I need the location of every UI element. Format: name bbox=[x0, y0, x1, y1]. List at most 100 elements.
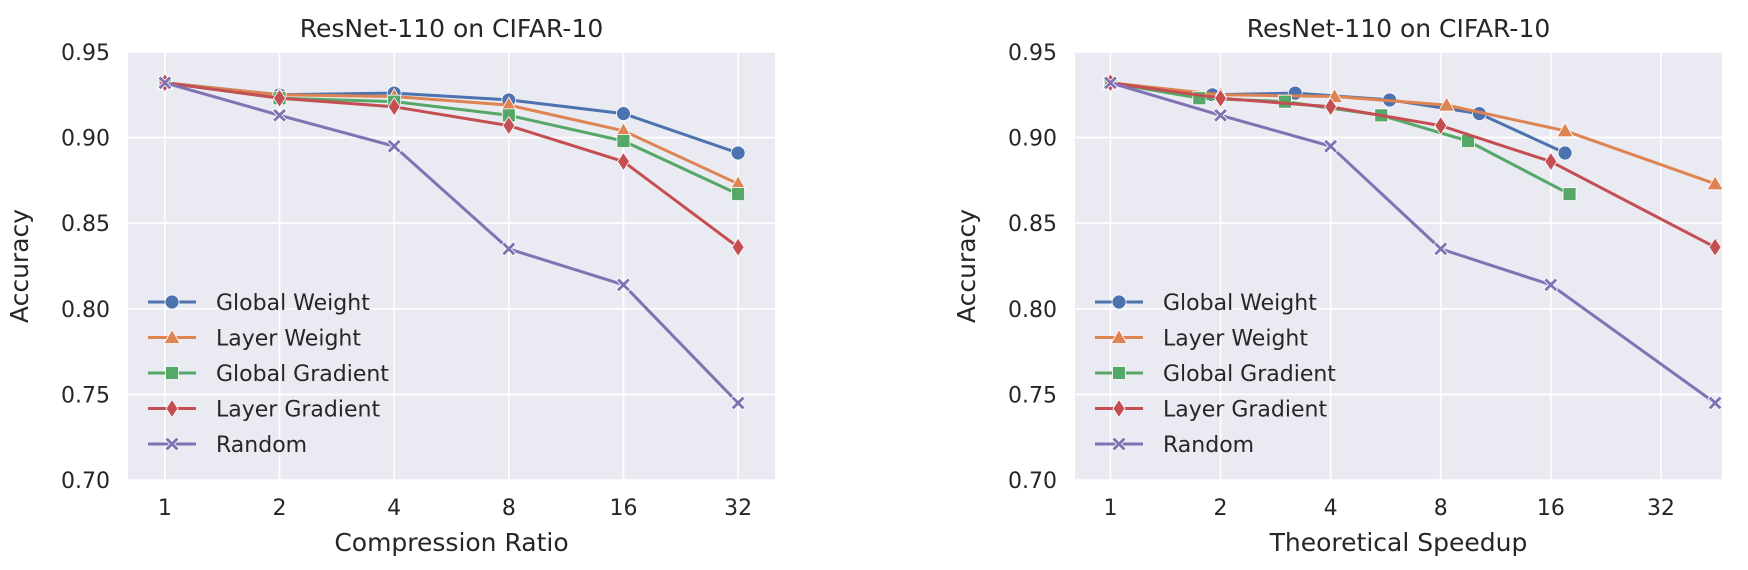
y-tick-label: 0.95 bbox=[61, 41, 110, 66]
legend-item: Global Weight bbox=[148, 291, 370, 316]
legend-item: Global Gradient bbox=[148, 362, 389, 387]
legend-label: Global Gradient bbox=[216, 362, 389, 387]
data-point bbox=[731, 237, 745, 257]
legend-item: Random bbox=[148, 433, 307, 458]
y-tick-label: 0.80 bbox=[1008, 298, 1057, 323]
chart-title: ResNet-110 on CIFAR-10 bbox=[1247, 14, 1551, 43]
chart-panel-2: 0.70 0.75 0.80 0.85 0.90 0.95 1 2 4 8 16 32 ResNet-1… bbox=[952, 14, 1724, 557]
data-point bbox=[157, 75, 173, 91]
legend-marker bbox=[164, 294, 180, 310]
data-point bbox=[1437, 96, 1456, 112]
series-random bbox=[1102, 75, 1723, 411]
series-line bbox=[1110, 81, 1716, 249]
legend-label: Layer Gradient bbox=[1163, 398, 1327, 423]
legend-label: Random bbox=[216, 433, 307, 458]
data-point bbox=[616, 134, 631, 148]
data-point bbox=[271, 107, 288, 123]
y-tick-label: 0.70 bbox=[1008, 469, 1057, 494]
data-point bbox=[1544, 151, 1558, 172]
data-point bbox=[616, 151, 630, 172]
legend-marker bbox=[1112, 366, 1126, 380]
data-point bbox=[1562, 187, 1577, 201]
data-point bbox=[1557, 145, 1573, 161]
data-point bbox=[1708, 237, 1722, 257]
y-tick-label: 0.85 bbox=[61, 212, 110, 237]
legend-item: Layer Weight bbox=[148, 327, 361, 352]
x-tick-label: 32 bbox=[1647, 496, 1675, 521]
x-tick-label: 8 bbox=[1434, 496, 1448, 521]
legend-item: Layer Weight bbox=[1095, 327, 1308, 352]
x-tick-label: 32 bbox=[724, 496, 752, 521]
plot-area bbox=[128, 52, 775, 480]
y-tick-label: 0.90 bbox=[61, 127, 110, 152]
y-tick-label: 0.95 bbox=[1008, 41, 1057, 66]
series-line bbox=[164, 81, 740, 405]
legend-marker bbox=[163, 328, 181, 344]
data-point bbox=[273, 88, 287, 108]
x-tick-label: 16 bbox=[609, 496, 637, 521]
plot-area bbox=[1075, 52, 1722, 480]
data-point bbox=[1324, 97, 1338, 117]
y-tick-label: 0.75 bbox=[61, 383, 110, 408]
legend: Global Weight Layer Weight Global Gradient… bbox=[1095, 291, 1336, 458]
x-tick-label: 1 bbox=[1103, 496, 1117, 521]
data-point bbox=[615, 277, 632, 293]
data-point bbox=[387, 97, 401, 117]
x-tick-label: 1 bbox=[158, 496, 172, 521]
y-tick-label: 0.90 bbox=[1008, 127, 1057, 152]
legend-item: Layer Gradient bbox=[1095, 398, 1327, 423]
series-line bbox=[164, 81, 739, 186]
legend-label: Layer Gradient bbox=[216, 398, 380, 423]
data-point bbox=[1212, 107, 1229, 123]
x-axis-label: Theoretical Speedup bbox=[1269, 528, 1528, 557]
legend-item: Global Gradient bbox=[1095, 362, 1336, 387]
legend-item: Random bbox=[1095, 433, 1254, 458]
y-tick-label: 0.80 bbox=[61, 298, 110, 323]
legend-label: Global Weight bbox=[1163, 291, 1317, 316]
chart-panel-1: 0.70 0.75 0.80 0.85 0.90 0.95 1 2 4 8 16 32 ResNet-1… bbox=[5, 14, 775, 557]
data-point bbox=[731, 187, 745, 201]
x-tick-label: 4 bbox=[387, 496, 401, 521]
data-point bbox=[1543, 277, 1559, 293]
series-layer-gradient bbox=[1103, 73, 1722, 257]
data-point bbox=[730, 395, 746, 411]
data-point bbox=[1707, 395, 1723, 411]
data-point bbox=[502, 115, 516, 136]
legend-marker bbox=[1111, 436, 1127, 452]
legend-marker bbox=[1110, 328, 1128, 344]
legend-marker bbox=[165, 366, 179, 380]
data-point bbox=[501, 241, 517, 257]
y-axis-label: Accuracy bbox=[952, 209, 981, 323]
y-tick-label: 0.70 bbox=[61, 469, 110, 494]
data-point bbox=[1556, 121, 1574, 138]
legend-label: Random bbox=[1163, 433, 1254, 458]
x-tick-label: 8 bbox=[502, 496, 516, 521]
data-point bbox=[1102, 75, 1119, 91]
legend-label: Global Weight bbox=[216, 291, 370, 316]
y-tick-label: 0.75 bbox=[1008, 383, 1057, 408]
data-point bbox=[1323, 138, 1339, 154]
y-tick-label: 0.85 bbox=[1008, 212, 1057, 237]
series-line bbox=[1109, 81, 1716, 405]
x-axis-label: Compression Ratio bbox=[334, 528, 568, 557]
data-point bbox=[1433, 241, 1449, 257]
legend-item: Layer Gradient bbox=[148, 398, 380, 423]
legend-marker bbox=[1112, 398, 1126, 419]
x-tick-label: 2 bbox=[1214, 496, 1228, 521]
legend-marker bbox=[1111, 294, 1127, 310]
x-tick-label: 4 bbox=[1324, 496, 1338, 521]
x-tick-label: 2 bbox=[273, 496, 287, 521]
series-random bbox=[157, 75, 746, 411]
chart-title: ResNet-110 on CIFAR-10 bbox=[300, 14, 604, 43]
legend-label: Global Gradient bbox=[1163, 362, 1336, 387]
series-line bbox=[164, 81, 739, 249]
legend-label: Layer Weight bbox=[216, 327, 361, 352]
legend-marker bbox=[164, 436, 180, 452]
data-point bbox=[1706, 175, 1724, 191]
legend-marker bbox=[165, 398, 179, 419]
data-point bbox=[386, 138, 402, 154]
y-axis-label: Accuracy bbox=[5, 209, 34, 323]
x-tick-label: 16 bbox=[1537, 496, 1565, 521]
legend-item: Global Weight bbox=[1095, 291, 1317, 316]
